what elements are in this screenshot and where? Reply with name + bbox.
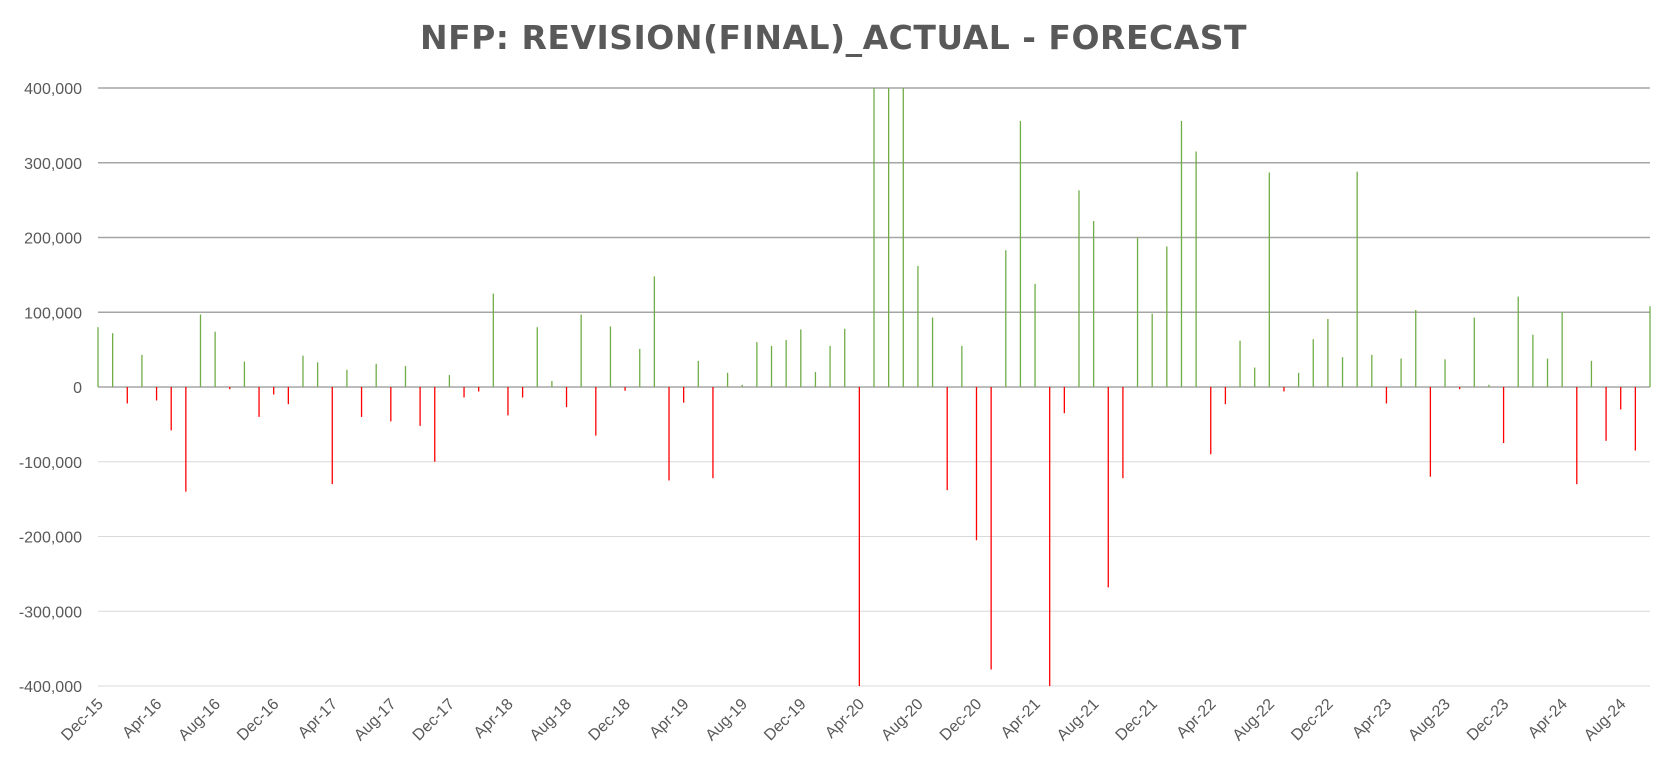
bar-series (97, 88, 1651, 686)
x-tick-label: Apr-24 (1525, 696, 1571, 742)
x-tick-label: Apr-17 (295, 696, 341, 742)
x-tick-label: Dec-23 (1464, 696, 1513, 745)
y-tick-label: 200,000 (24, 231, 82, 248)
y-tick-label: -200,000 (19, 530, 82, 547)
y-tick-label: 100,000 (24, 305, 82, 322)
x-tick-label: Aug-18 (527, 696, 576, 745)
y-tick-label: 400,000 (24, 81, 82, 98)
x-tick-label: Aug-21 (1054, 696, 1103, 745)
x-tick-label: Dec-17 (410, 696, 459, 745)
x-axis: Dec-15 Apr-16 Aug-16 Dec-16 Apr-17 Aug-17 Dec-… (58, 696, 1629, 745)
x-tick-label: Apr-20 (822, 696, 868, 742)
chart-title: NFP: REVISION(FINAL)_ACTUAL - FORECAST (419, 18, 1248, 57)
x-tick-label: Dec-15 (58, 696, 107, 745)
x-tick-label: Apr-16 (119, 696, 165, 742)
x-tick-label: Aug-23 (1405, 696, 1454, 745)
y-tick-label: 300,000 (24, 156, 82, 173)
x-tick-label: Apr-22 (1174, 696, 1220, 742)
y-tick-label: -100,000 (19, 455, 82, 472)
x-tick-label: Dec-20 (937, 696, 986, 745)
x-tick-label: Aug-24 (1581, 696, 1630, 745)
y-tick-label: 0 (73, 380, 82, 397)
x-tick-label: Apr-21 (998, 696, 1044, 742)
y-axis: 400,000 300,000 200,000 100,000 0 -100,000 -20… (19, 81, 82, 696)
x-tick-label: Dec-16 (234, 696, 283, 745)
x-tick-label: Dec-21 (1113, 696, 1162, 745)
x-tick-label: Apr-23 (1349, 696, 1395, 742)
x-tick-label: Dec-18 (585, 696, 634, 745)
x-tick-label: Aug-17 (351, 696, 400, 745)
x-tick-label: Dec-22 (1288, 696, 1337, 745)
y-tick-label: -400,000 (19, 679, 82, 696)
x-tick-label: Aug-19 (703, 696, 752, 745)
x-tick-label: Aug-16 (175, 696, 224, 745)
y-tick-label: -300,000 (19, 604, 82, 621)
x-tick-label: Apr-18 (471, 696, 517, 742)
x-tick-label: Aug-20 (878, 696, 927, 745)
x-tick-label: Apr-19 (647, 696, 693, 742)
x-tick-label: Dec-19 (761, 696, 810, 745)
x-tick-label: Aug-22 (1230, 696, 1279, 745)
